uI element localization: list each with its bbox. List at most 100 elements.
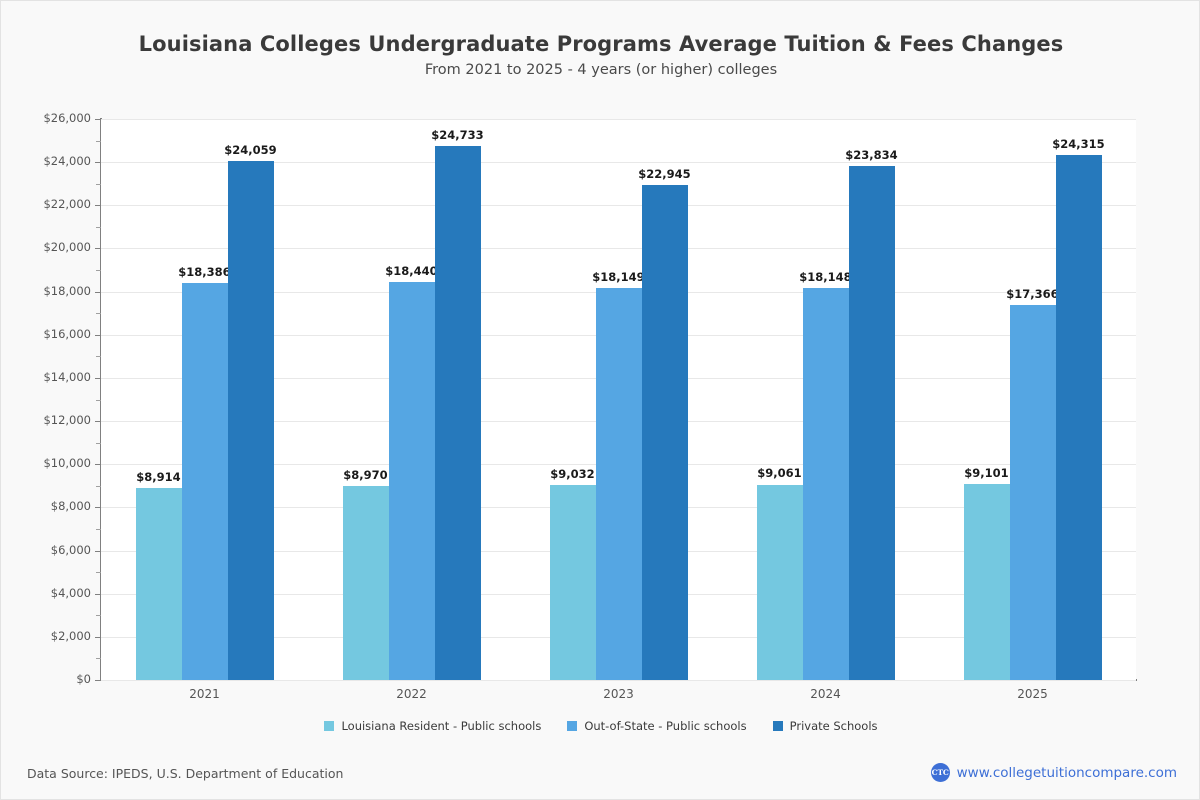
bar-value-label: $18,149 xyxy=(592,270,645,285)
y-tick-major xyxy=(95,162,101,164)
bar-value-label: $9,032 xyxy=(550,467,595,482)
bar-value-label: $17,366 xyxy=(1006,287,1059,302)
y-tick-major xyxy=(95,464,101,466)
y-axis-tick-label: $14,000 xyxy=(43,369,91,384)
brand-link[interactable]: CTC www.collegetuitioncompare.com xyxy=(930,763,1177,782)
bar-value-label: $18,386 xyxy=(178,265,231,280)
bar-value-label: $18,440 xyxy=(385,264,438,279)
y-tick-major xyxy=(95,593,101,595)
gridline xyxy=(101,248,1136,250)
x-axis-tick-label: 2023 xyxy=(603,687,634,701)
bar[interactable] xyxy=(963,483,1010,680)
bar[interactable] xyxy=(181,283,228,680)
legend-label: Louisiana Resident - Public schools xyxy=(341,719,542,733)
y-tick-minor xyxy=(96,313,101,315)
gridline xyxy=(101,119,1136,120)
legend-label: Private Schools xyxy=(789,719,878,733)
legend-item[interactable]: Louisiana Resident - Public schools xyxy=(324,719,541,733)
y-tick-major xyxy=(95,205,101,207)
y-axis-tick-label: $20,000 xyxy=(43,240,91,255)
gridline xyxy=(101,205,1136,207)
bar[interactable] xyxy=(756,484,803,680)
legend-swatch-icon xyxy=(772,721,783,731)
bar-value-label: $8,914 xyxy=(136,469,181,484)
y-tick-major xyxy=(95,421,101,423)
y-axis-tick-label: $4,000 xyxy=(50,585,91,600)
y-tick-minor xyxy=(96,399,101,401)
legend-swatch-icon xyxy=(567,721,578,731)
bar-value-label: $24,315 xyxy=(1052,137,1105,152)
y-axis-tick-label: $0 xyxy=(76,672,91,686)
legend-item[interactable]: Out-of-State - Public schools xyxy=(567,719,747,733)
y-axis-tick-label: $6,000 xyxy=(50,542,91,557)
y-tick-minor xyxy=(96,140,101,142)
brand-url-label: www.collegetuitioncompare.com xyxy=(956,764,1177,781)
y-axis-tick-label: $8,000 xyxy=(50,499,91,514)
legend-item[interactable]: Private Schools xyxy=(772,719,878,733)
bar-value-label: $18,148 xyxy=(799,270,852,285)
bar[interactable] xyxy=(549,485,596,680)
y-axis-tick-label: $18,000 xyxy=(43,283,91,298)
x-axis-tick-label: 2021 xyxy=(189,687,220,701)
y-tick-minor xyxy=(96,270,101,272)
bar-value-label: $8,970 xyxy=(343,468,388,483)
legend-swatch-icon xyxy=(324,721,335,731)
title-block: Louisiana Colleges Undergraduate Program… xyxy=(1,31,1200,81)
y-tick-minor xyxy=(96,356,101,358)
data-source-text: Data Source: IPEDS, U.S. Department of E… xyxy=(27,766,344,781)
ctc-logo-icon: CTC xyxy=(930,763,950,782)
plot-area: $8,914 $18,386 $24,059 $8,970 $18,440 $24,733… xyxy=(95,119,1136,681)
y-tick-minor xyxy=(96,572,101,574)
chart-subtitle: From 2021 to 2025 - 4 years (or higher) … xyxy=(424,62,778,78)
x-axis-tick-label: 2025 xyxy=(1017,687,1048,701)
bar-value-label: $9,101 xyxy=(964,465,1009,480)
y-axis-tick-label: $26,000 xyxy=(43,111,91,125)
legend-label: Out-of-State - Public schools xyxy=(584,719,747,733)
y-tick-minor xyxy=(96,183,101,185)
x-axis-tick-label: 2024 xyxy=(810,687,841,701)
bar-value-label: $24,059 xyxy=(224,142,277,157)
bar-value-label: $22,945 xyxy=(638,166,691,181)
y-axis-tick-label: $22,000 xyxy=(43,197,91,212)
y-tick-major xyxy=(95,291,101,293)
y-axis-tick-label: $2,000 xyxy=(50,628,91,643)
bar[interactable] xyxy=(802,288,849,680)
y-tick-minor xyxy=(96,658,101,660)
y-tick-major xyxy=(95,507,101,509)
y-tick-minor xyxy=(96,615,101,617)
bar[interactable] xyxy=(595,288,642,680)
bar[interactable] xyxy=(135,487,182,680)
bar-value-label: $9,061 xyxy=(757,466,802,481)
y-tick-minor xyxy=(96,528,101,530)
page-title: Louisiana Colleges Undergraduate Program… xyxy=(138,32,1064,56)
y-axis-tick-label: $10,000 xyxy=(43,456,91,471)
chart-legend: Louisiana Resident - Public schools Out-o… xyxy=(1,719,1200,733)
bar[interactable] xyxy=(1009,305,1056,680)
bar[interactable] xyxy=(227,160,274,680)
y-axis-tick-label: $16,000 xyxy=(43,326,91,341)
y-tick-major xyxy=(95,248,101,250)
bar[interactable] xyxy=(1055,155,1102,680)
y-tick-major xyxy=(95,636,101,638)
gridline xyxy=(101,680,1136,681)
y-axis-tick-label: $24,000 xyxy=(43,154,91,169)
gridline xyxy=(101,162,1136,164)
x-axis-tick-label: 2022 xyxy=(396,687,427,701)
y-tick-minor xyxy=(96,226,101,228)
bar[interactable] xyxy=(641,184,688,680)
bar[interactable] xyxy=(848,165,895,680)
y-tick-major xyxy=(95,119,101,120)
y-tick-major xyxy=(95,680,101,681)
y-axis-tick-label: $12,000 xyxy=(43,413,91,428)
bar[interactable] xyxy=(434,146,481,680)
y-tick-major xyxy=(95,377,101,379)
y-tick-minor xyxy=(96,442,101,444)
y-tick-major xyxy=(95,334,101,336)
bar[interactable] xyxy=(342,486,389,680)
y-tick-major xyxy=(95,550,101,552)
bar[interactable] xyxy=(388,282,435,680)
bar-value-label: $24,733 xyxy=(431,128,484,143)
bar-value-label: $23,834 xyxy=(845,147,898,162)
y-tick-minor xyxy=(96,485,101,487)
